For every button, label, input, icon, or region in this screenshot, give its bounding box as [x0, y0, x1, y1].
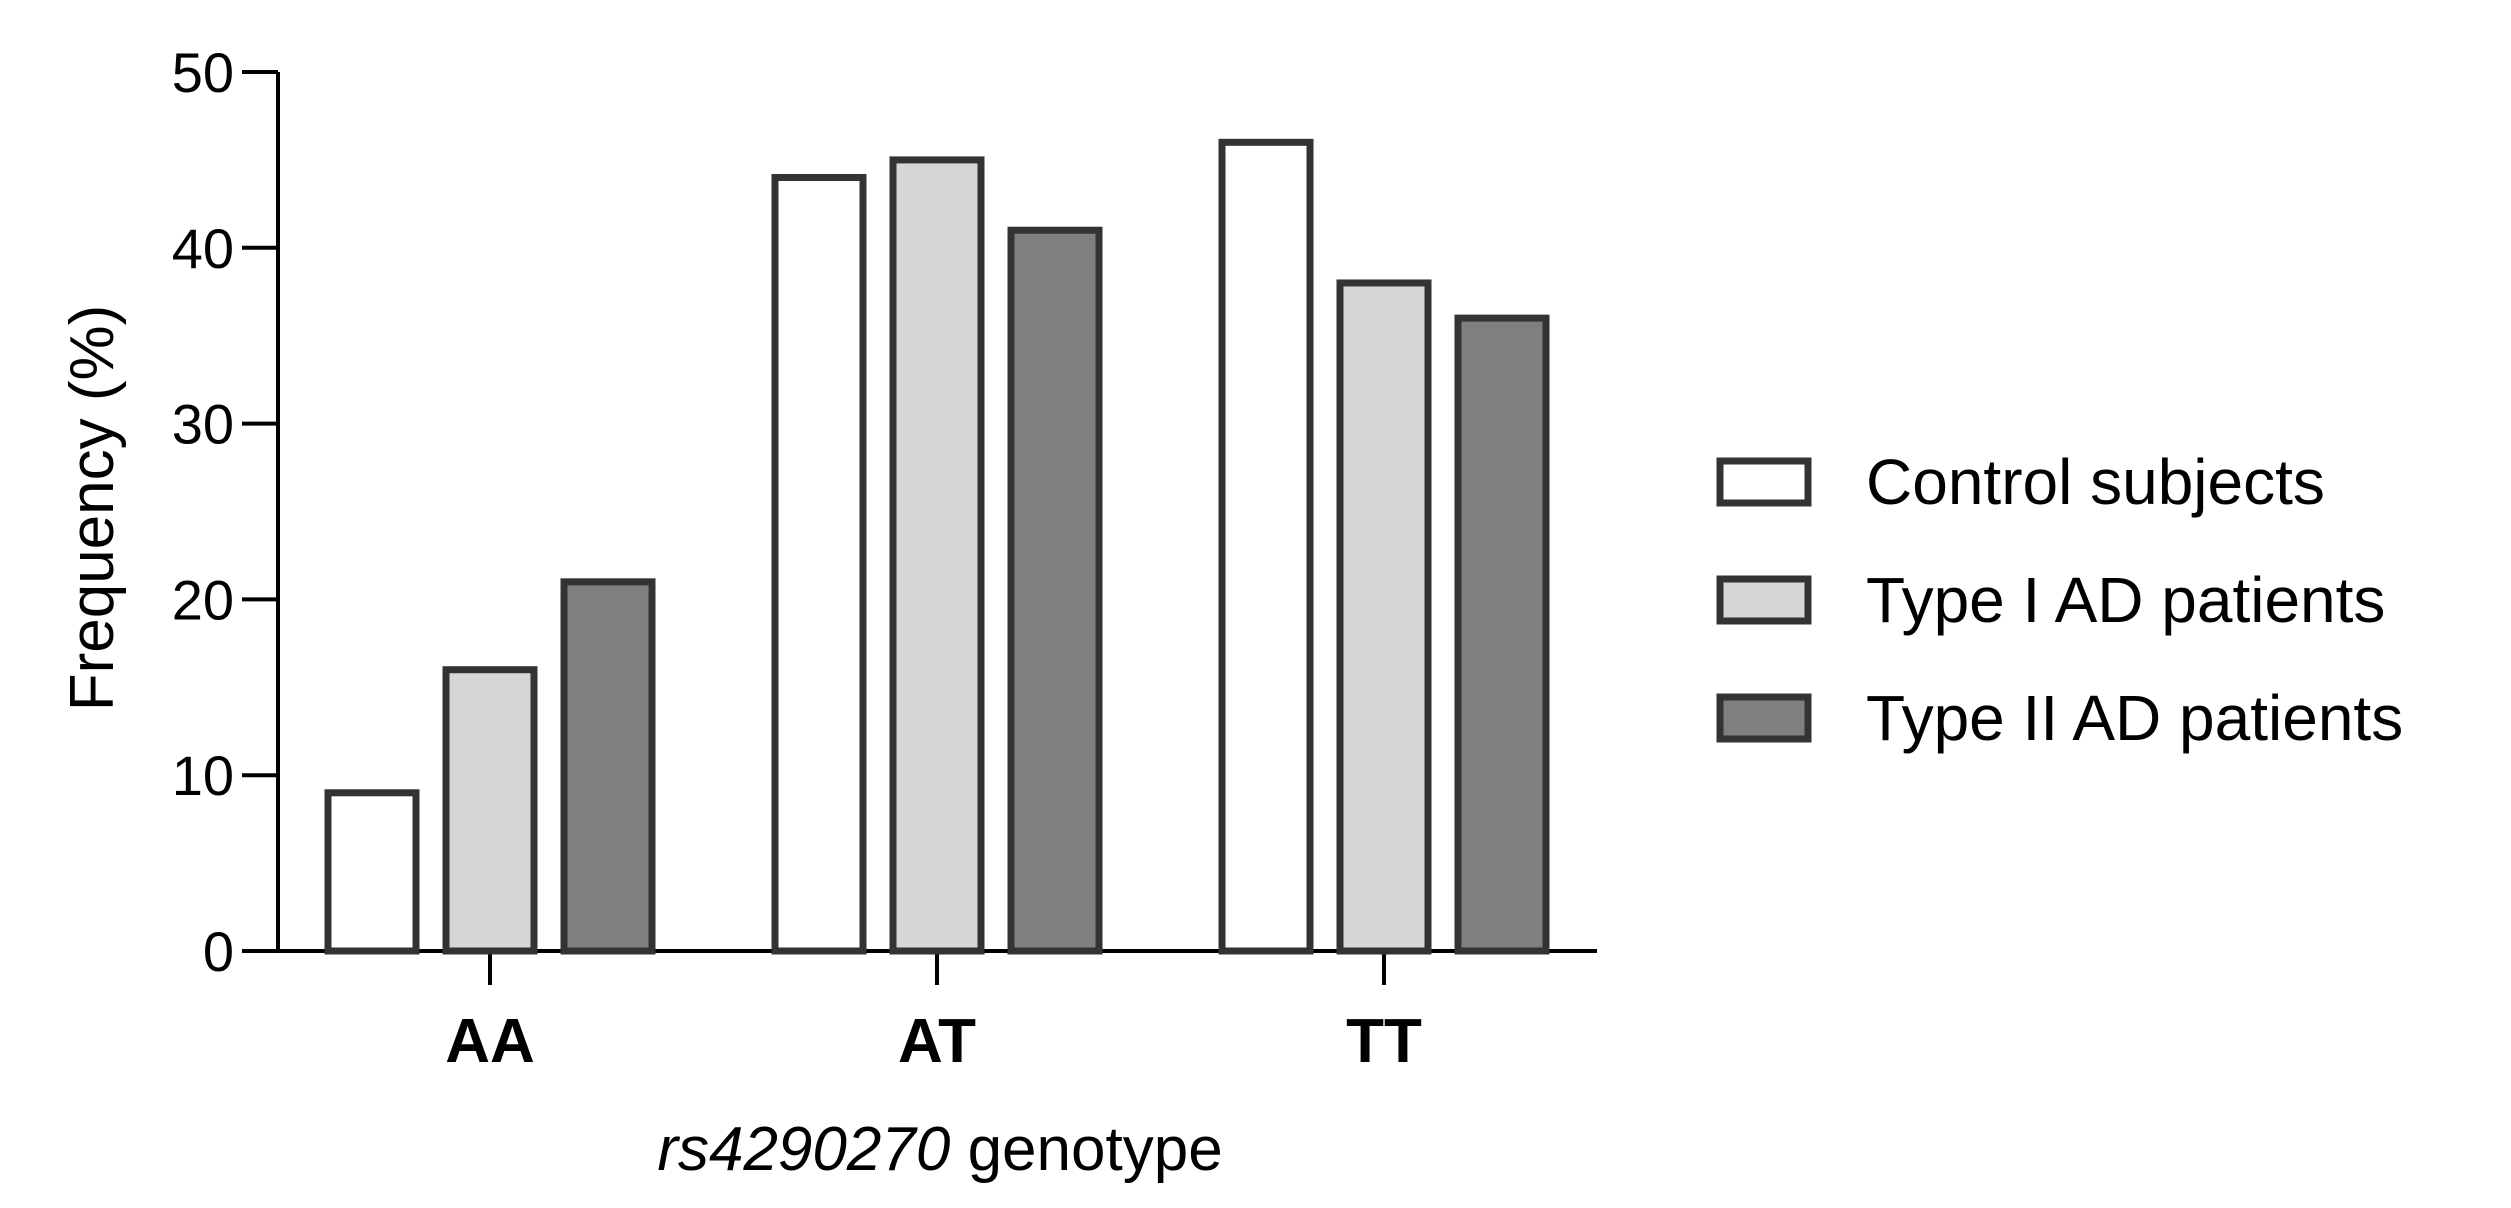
y-tick-label: 10 — [172, 744, 234, 807]
x-axis: AA AT TT — [278, 949, 1597, 1076]
x-tick-label: TT — [1346, 1007, 1422, 1076]
x-axis-title: rs4290270 genotype — [657, 1115, 1222, 1184]
bar-at-series-1 — [771, 173, 867, 955]
y-axis: 0 10 20 30 40 50 — [172, 41, 280, 983]
bar-tt-series-3 — [1454, 314, 1550, 955]
legend-swatch — [1716, 575, 1812, 625]
y-tick-label: 0 — [203, 920, 234, 983]
legend-label: Control subjects — [1866, 446, 2325, 518]
x-axis-title-rest: genotype — [950, 1115, 1222, 1184]
y-axis-title: Frequency (%) — [58, 305, 127, 712]
x-axis-title-italic: rs4290270 — [657, 1115, 950, 1184]
legend-label: Type II AD patients — [1866, 682, 2403, 754]
bar-aa-series-3 — [560, 578, 656, 955]
y-tick-label: 40 — [172, 217, 234, 280]
y-tick-label: 20 — [172, 568, 234, 631]
bar-at-series-2 — [889, 156, 985, 955]
x-tick-label: AT — [898, 1007, 976, 1076]
legend-label: Type I AD patients — [1866, 564, 2385, 636]
y-tick-label: 30 — [172, 393, 234, 456]
bar-aa-series-1 — [324, 789, 420, 955]
y-tick-label: 50 — [172, 41, 234, 104]
bar-aa-series-2 — [442, 666, 538, 955]
x-tick-label: AA — [445, 1007, 535, 1076]
legend-swatch — [1716, 693, 1812, 743]
bars — [324, 138, 1550, 955]
legend-swatch — [1716, 457, 1812, 507]
bar-tt-series-1 — [1218, 138, 1314, 955]
bar-tt-series-2 — [1336, 279, 1432, 955]
legend: Control subjects Type I AD patients Type I… — [1716, 446, 2403, 754]
bar-at-series-3 — [1007, 226, 1103, 955]
